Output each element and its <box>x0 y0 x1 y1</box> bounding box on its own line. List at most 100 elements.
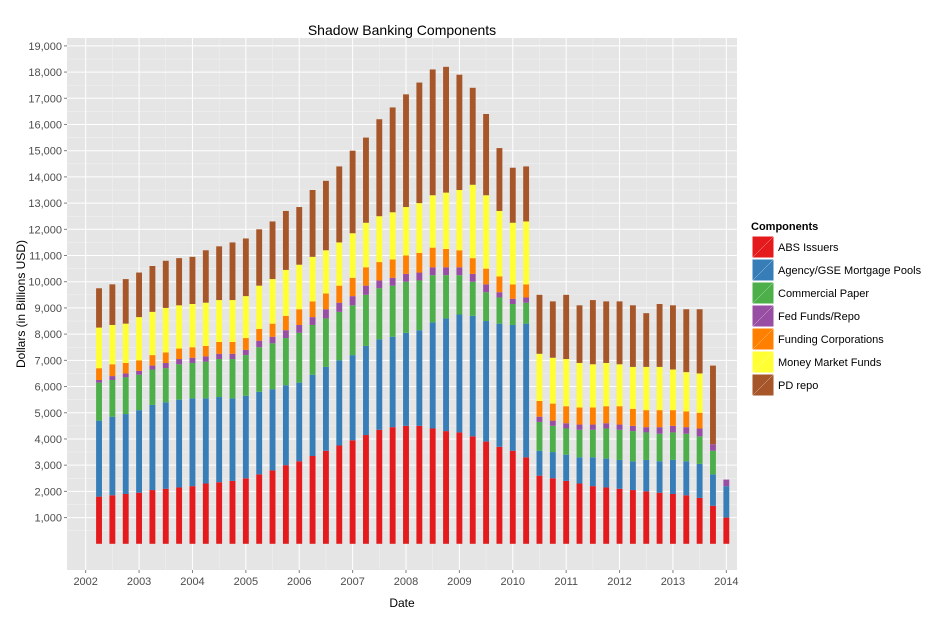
bar-segment-funding-corporations <box>96 368 102 380</box>
bar-segment-commercial-paper <box>443 275 449 319</box>
bar-segment-fed-funds-repo <box>616 424 623 430</box>
bar-segment-money-market-funds <box>416 203 423 253</box>
bar-segment-fed-funds-repo <box>643 427 650 433</box>
bar-segment-funding-corporations <box>443 248 449 268</box>
bar-segment-fed-funds-repo <box>536 416 543 422</box>
legend-swatch-slash <box>751 350 775 374</box>
bar-segment-money-market-funds <box>509 222 516 285</box>
bar-segment-pd-repo <box>349 150 356 234</box>
bar-segment-commercial-paper <box>309 324 316 375</box>
bar-segment-agency-gse-mortgage-pools <box>496 323 503 447</box>
y-tick-label: 16,000 <box>28 119 62 131</box>
bar-segment-abs-issuers <box>429 428 436 544</box>
bar-segment-agency-gse-mortgage-pools <box>509 324 516 451</box>
bar-segment-abs-issuers <box>629 490 636 544</box>
bar-segment-fed-funds-repo <box>483 284 490 293</box>
y-tick-label: 1,000 <box>34 513 62 525</box>
bar-segment-money-market-funds <box>456 190 463 251</box>
bar-segment-money-market-funds <box>149 311 156 356</box>
x-tick-label: 2002 <box>73 576 97 588</box>
bar-segment-fed-funds-repo <box>189 357 196 363</box>
bar-segment-abs-issuers <box>363 435 369 544</box>
bar-segment-funding-corporations <box>389 259 396 278</box>
bar-segment-abs-issuers <box>670 494 676 544</box>
bar-segment-fed-funds-repo <box>416 272 423 281</box>
x-axis: 2002 2003 2004 2005 2006 2007 2008 2009 2010 2011… <box>73 570 739 588</box>
y-tick-label: 14,000 <box>28 172 62 184</box>
bar-segment-abs-issuers <box>189 486 196 544</box>
y-tick-label: 17,000 <box>28 93 62 105</box>
bar-segment-funding-corporations <box>242 338 249 350</box>
bar-segment-funding-corporations <box>403 255 409 274</box>
bar-segment-pd-repo <box>216 246 223 301</box>
y-axis: 1,000 2,000 3,000 4,000 5,000 6,000 7,000 8,000… <box>28 41 67 525</box>
bar-segment-fed-funds-repo <box>162 362 169 369</box>
bar-segment-money-market-funds <box>176 305 183 349</box>
x-tick-label: 2007 <box>340 576 364 588</box>
bar-segment-pd-repo <box>710 365 716 445</box>
bar-segment-abs-issuers <box>683 495 690 544</box>
bar-segment-agency-gse-mortgage-pools <box>269 389 276 471</box>
bar-segment-agency-gse-mortgage-pools <box>322 366 329 451</box>
bar-segment-money-market-funds <box>469 184 476 259</box>
bar-segment-money-market-funds <box>403 207 409 256</box>
bar-segment-agency-gse-mortgage-pools <box>456 314 463 433</box>
bar-segment-fed-funds-repo <box>336 302 343 312</box>
bar-segment-abs-issuers <box>603 487 610 544</box>
bar-segment-funding-corporations <box>509 284 516 299</box>
bar-segment-abs-issuers <box>162 488 169 544</box>
bar-segment-pd-repo <box>189 256 196 304</box>
bar-segment-money-market-funds <box>162 307 169 353</box>
bar-segment-commercial-paper <box>189 362 196 399</box>
bar-segment-money-market-funds <box>643 366 650 411</box>
bar-segment-fed-funds-repo <box>523 297 530 303</box>
bar-segment-pd-repo <box>149 266 156 312</box>
bar-segment-agency-gse-mortgage-pools <box>296 382 303 462</box>
bar-segment-abs-issuers <box>322 450 329 544</box>
bar-segment-fed-funds-repo <box>122 373 129 378</box>
bar-segment-funding-corporations <box>496 276 503 293</box>
bar-segment-pd-repo <box>496 148 503 211</box>
bar-segment-abs-issuers <box>376 429 383 544</box>
bar-segment-fed-funds-repo <box>96 380 102 383</box>
bar-segment-agency-gse-mortgage-pools <box>443 318 449 432</box>
x-tick-label: 2006 <box>287 576 311 588</box>
bar-segment-agency-gse-mortgage-pools <box>563 454 570 481</box>
bar-segment-commercial-paper <box>456 275 463 315</box>
bar-segment-fed-funds-repo <box>496 292 503 298</box>
bar-segment-agency-gse-mortgage-pools <box>376 339 383 430</box>
y-tick-label: 7,000 <box>34 355 62 367</box>
bar-segment-agency-gse-mortgage-pools <box>242 395 249 479</box>
bar-segment-money-market-funds <box>189 304 196 348</box>
bar-segment-funding-corporations <box>269 323 276 337</box>
bar-segment-funding-corporations <box>549 403 556 421</box>
bar-segment-money-market-funds <box>589 364 596 408</box>
bars <box>96 66 730 544</box>
bar-segment-abs-issuers <box>242 478 249 544</box>
bar-segment-funding-corporations <box>416 252 423 273</box>
bar-segment-agency-gse-mortgage-pools <box>256 391 263 475</box>
bar-segment-funding-corporations <box>616 406 623 425</box>
bar-segment-pd-repo <box>322 180 329 251</box>
bar-segment-commercial-paper <box>629 431 636 462</box>
bar-segment-abs-issuers <box>269 470 276 544</box>
bar-segment-abs-issuers <box>576 483 583 544</box>
bar-segment-money-market-funds <box>363 222 369 268</box>
bar-segment-funding-corporations <box>176 348 183 360</box>
bar-segment-pd-repo <box>443 66 449 193</box>
bar-segment-fed-funds-repo <box>576 424 583 430</box>
bar-segment-money-market-funds <box>269 279 276 324</box>
bar-segment-abs-issuers <box>710 505 716 544</box>
y-tick-label: 2,000 <box>34 486 62 498</box>
bar-segment-pd-repo <box>282 210 289 270</box>
bar-segment-abs-issuers <box>643 491 650 544</box>
bar-segment-pd-repo <box>269 221 276 280</box>
y-tick-label: 18,000 <box>28 67 62 79</box>
bar-segment-money-market-funds <box>122 323 129 363</box>
bar-segment-commercial-paper <box>710 450 716 475</box>
y-tick-label: 9,000 <box>34 303 62 315</box>
legend-swatch-slash <box>751 327 775 351</box>
bar-segment-commercial-paper <box>149 369 156 405</box>
